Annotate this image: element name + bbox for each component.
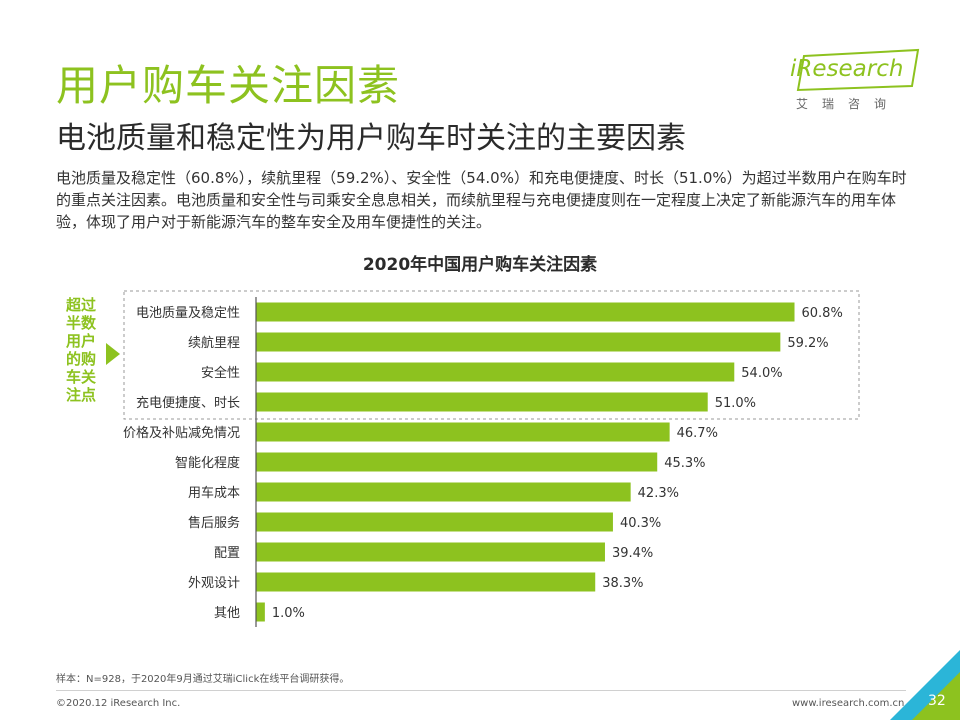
- bar: [256, 572, 596, 592]
- category-label: 价格及补贴减免情况: [123, 425, 240, 441]
- highlight-box: [123, 290, 860, 420]
- category-label: 智能化程度: [175, 455, 240, 471]
- bar: [256, 482, 631, 502]
- arrow-right-icon: [106, 343, 120, 365]
- category-label: 配置: [214, 546, 240, 561]
- value-label: 40.3%: [620, 516, 661, 531]
- iresearch-logo: iResearch 艾瑞咨询: [790, 48, 920, 120]
- value-label: 42.3%: [638, 486, 679, 501]
- value-label: 46.7%: [677, 426, 718, 441]
- category-label: 外观设计: [188, 576, 240, 591]
- bar-chart: 电池质量及稳定性 60.8% 续航里程 59.2% 安全性 54.0% 充电便捷度、时长 51…: [123, 290, 860, 627]
- category-label: 电池质量及稳定性: [136, 305, 240, 321]
- category-label: 用车成本: [188, 485, 240, 501]
- page-title: 用户购车关注因素: [56, 61, 401, 110]
- side-highlight-label: 超过半数用户的购车关注点: [65, 296, 96, 404]
- logo-subtext: 艾瑞咨询: [796, 97, 901, 111]
- bar: [256, 332, 781, 352]
- bar: [256, 542, 605, 562]
- sample-note: 样本：N=928，于2020年9月通过艾瑞iClick在线平台调研获得。: [56, 674, 350, 685]
- value-label: 60.8%: [802, 306, 843, 321]
- bar: [256, 362, 735, 382]
- footer-divider: [56, 690, 906, 691]
- value-label: 1.0%: [272, 606, 305, 621]
- chart-title: 2020年中国用户购车关注因素: [362, 255, 598, 275]
- page-number: 32: [928, 693, 946, 709]
- logo-text: iResearch: [790, 56, 904, 82]
- category-label: 安全性: [201, 365, 240, 381]
- bar: [256, 422, 670, 442]
- copyright-text: ©2020.12 iResearch Inc.: [56, 698, 181, 709]
- bar: [256, 602, 265, 622]
- description-text: 电池质量及稳定性（60.8%），续航里程（59.2%）、安全性（54.0%）和充…: [56, 169, 907, 231]
- value-label: 51.0%: [715, 396, 756, 411]
- bar: [256, 392, 708, 412]
- value-label: 54.0%: [741, 366, 782, 381]
- category-label: 续航里程: [188, 335, 240, 351]
- category-label: 售后服务: [188, 515, 240, 531]
- value-label: 38.3%: [602, 576, 643, 591]
- page-subtitle: 电池质量和稳定性为用户购车时关注的主要因素: [56, 121, 686, 156]
- bar: [256, 452, 658, 472]
- value-label: 59.2%: [787, 336, 828, 351]
- category-label: 其他: [214, 606, 240, 621]
- bar: [256, 302, 795, 322]
- category-label: 充电便捷度、时长: [136, 395, 240, 411]
- bar: [256, 512, 613, 532]
- website-link[interactable]: www.iresearch.com.cn: [792, 698, 905, 709]
- logo-tag-icon: [796, 48, 920, 92]
- corner-decoration: [890, 650, 960, 720]
- value-label: 39.4%: [612, 546, 653, 561]
- value-label: 45.3%: [664, 456, 705, 471]
